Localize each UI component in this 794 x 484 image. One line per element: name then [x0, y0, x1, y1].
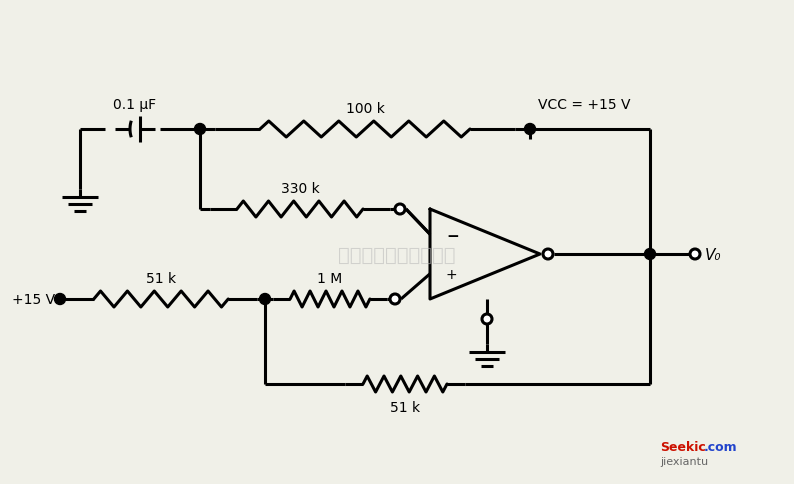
- Text: jiexiantu: jiexiantu: [660, 456, 708, 466]
- Text: 0.1 μF: 0.1 μF: [114, 98, 156, 112]
- Text: VCC = +15 V: VCC = +15 V: [538, 98, 630, 112]
- Circle shape: [55, 294, 65, 305]
- Circle shape: [390, 294, 400, 304]
- Text: 51 k: 51 k: [390, 400, 420, 414]
- Circle shape: [395, 205, 405, 214]
- Text: .com: .com: [704, 440, 738, 454]
- Text: 100 k: 100 k: [345, 102, 384, 116]
- Text: +: +: [446, 267, 457, 281]
- Circle shape: [645, 249, 656, 260]
- Circle shape: [260, 294, 271, 305]
- Text: 杭州络睷科技有限公司: 杭州络睷科技有限公司: [338, 245, 456, 264]
- Text: 51 k: 51 k: [146, 272, 176, 286]
- Text: V₀: V₀: [705, 247, 722, 262]
- Text: −: −: [446, 228, 459, 243]
- Text: Seekic: Seekic: [660, 440, 706, 454]
- Text: 1 M: 1 M: [318, 272, 343, 286]
- Circle shape: [482, 314, 492, 324]
- Text: +15 V: +15 V: [12, 292, 55, 306]
- Circle shape: [690, 249, 700, 259]
- Circle shape: [195, 124, 206, 135]
- Circle shape: [543, 249, 553, 259]
- Text: 330 k: 330 k: [280, 182, 319, 196]
- Circle shape: [525, 124, 535, 135]
